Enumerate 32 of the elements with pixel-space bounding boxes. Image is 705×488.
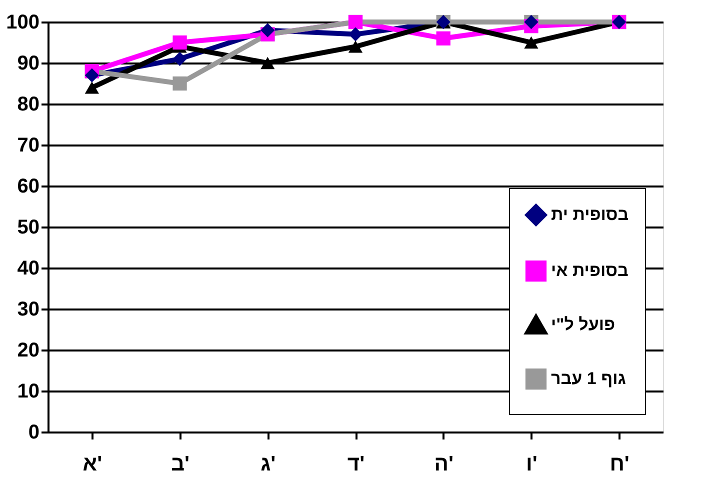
y-tick-label: 0: [28, 422, 40, 444]
y-tick-label: 50: [17, 216, 40, 238]
y-tick-label: 10: [17, 380, 40, 402]
point: [84, 81, 99, 94]
x-tick-label: ב': [171, 452, 190, 476]
y-tick-label: 40: [17, 258, 40, 280]
point: [260, 23, 275, 38]
x-tick-label: ח': [610, 452, 630, 476]
x-tick-label: ה': [434, 452, 454, 476]
y-tick-label: 30: [17, 298, 40, 320]
point: [524, 36, 538, 49]
y-tick-label: 70: [17, 134, 40, 156]
legend-label: פועל ל"י: [551, 315, 616, 334]
point: [84, 68, 99, 82]
x-tick-label: ו': [526, 452, 538, 476]
y-tick-label: 100: [6, 12, 40, 34]
point: [348, 40, 363, 53]
x-tick-label: ד': [347, 452, 365, 476]
point: [172, 52, 187, 66]
y-tick-label: 90: [17, 52, 40, 74]
y-tick-label: 60: [17, 176, 40, 198]
y-tick-label: 20: [17, 340, 40, 362]
legend-label: גוף 1 עבר: [551, 369, 626, 388]
y-tick-label: 80: [17, 94, 40, 116]
point: [436, 31, 450, 46]
x-tick-label: א': [82, 452, 102, 476]
legend-label: בסופית ית: [551, 205, 629, 224]
point: [172, 76, 187, 91]
legend-label: בסופית אי: [551, 261, 629, 280]
point: [172, 35, 187, 50]
point: [260, 56, 275, 70]
x-tick-label: ג': [260, 452, 276, 476]
